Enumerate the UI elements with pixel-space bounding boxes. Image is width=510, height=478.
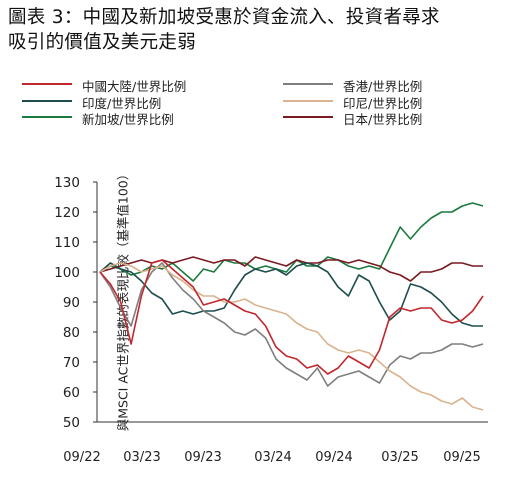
title-line-1: 圖表 3：中國及新加坡受惠於資金流入、投資者尋求 (8, 7, 440, 28)
y-tick-label: 80 (63, 325, 80, 341)
series-line-1 (99, 262, 483, 327)
legend-label-japan: 日本/世界比例 (343, 112, 423, 127)
x-tick-label: 03/24 (254, 450, 291, 465)
legend-swatch-china (22, 83, 72, 85)
y-tick-label: 100 (54, 265, 80, 281)
legend-label-india: 印度/世界比例 (82, 96, 162, 111)
y-tick-label: 130 (54, 175, 80, 191)
legend-label-indonesia: 印尼/世界比例 (343, 96, 423, 111)
y-tick-label: 50 (63, 415, 80, 431)
y-tick-label: 70 (63, 355, 80, 371)
legend-swatch-india (22, 100, 72, 102)
x-tick-label: 09/22 (63, 450, 100, 465)
y-tick-label: 90 (63, 295, 80, 311)
y-tick-label: 120 (54, 205, 80, 221)
y-tick-label: 110 (54, 235, 80, 251)
legend-label-singapore: 新加坡/世界比例 (82, 112, 174, 127)
x-tick-label: 03/23 (123, 450, 160, 465)
series-line-4 (99, 262, 484, 411)
legend-label-china: 中國大陸/世界比例 (82, 79, 187, 94)
y-tick-label: 60 (63, 385, 80, 401)
x-tick-label: 09/24 (315, 450, 352, 465)
x-tick-label: 09/25 (443, 450, 480, 465)
x-tick-label: 09/23 (184, 450, 221, 465)
legend-swatch-singapore (22, 116, 72, 118)
title-line-2: 吸引的價值及美元走弱 (8, 32, 197, 53)
legend-label-hongkong: 香港/世界比例 (343, 79, 423, 94)
legend: 中國大陸/世界比例 印度/世界比例 新加坡/世界比例 香港/世界比例 印尼/世界… (0, 0, 510, 130)
series-line-2 (99, 202, 484, 282)
legend-swatch-japan (283, 116, 333, 118)
chart-title: 圖表 3：中國及新加坡受惠於資金流入、投資者尋求 吸引的價值及美元走弱 (8, 5, 508, 55)
series-line-3 (99, 262, 484, 387)
series-line-0 (99, 259, 484, 375)
legend-swatch-hongkong (283, 83, 333, 85)
x-tick-label: 03/25 (381, 450, 418, 465)
legend-swatch-indonesia (283, 100, 333, 102)
